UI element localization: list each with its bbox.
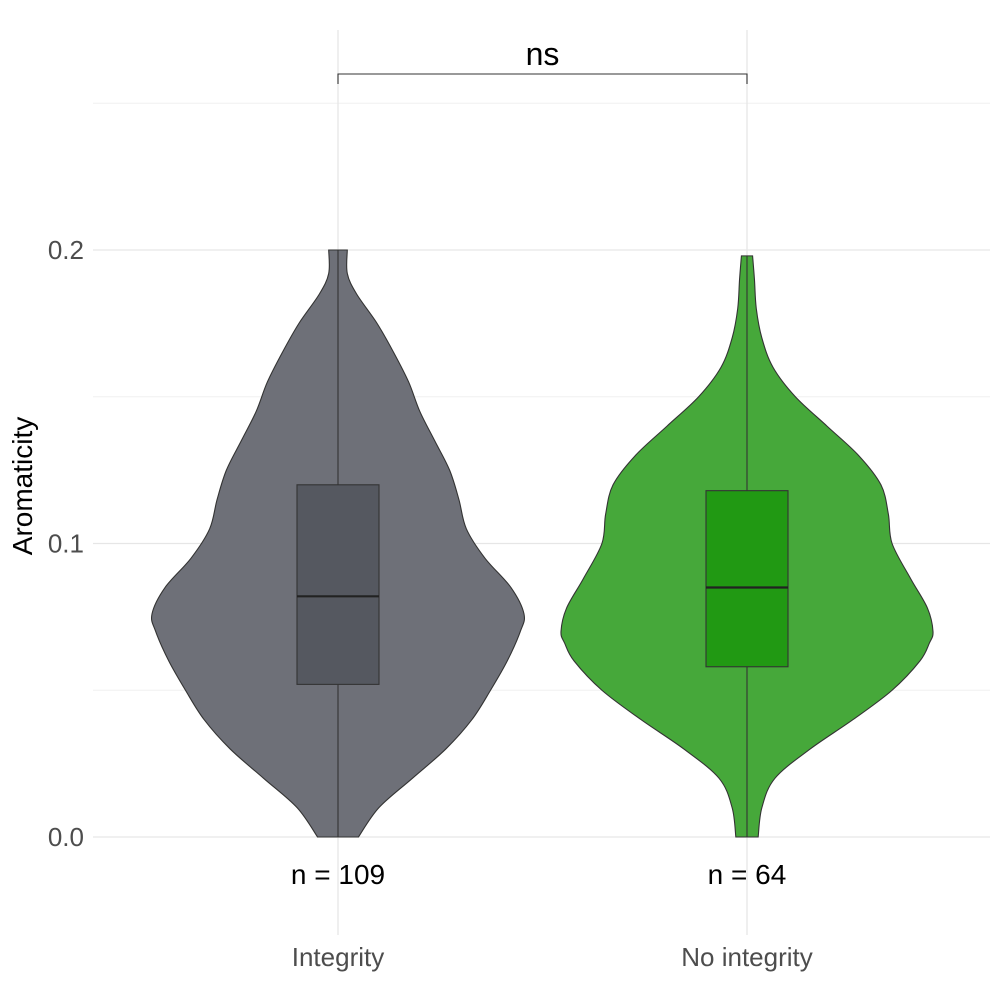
x-tick-label: Integrity bbox=[292, 942, 385, 972]
y-tick-label: 0.0 bbox=[48, 822, 84, 852]
significance-label: ns bbox=[526, 36, 560, 72]
y-axis-title: Aromaticity bbox=[7, 417, 38, 555]
n-count-label: n = 109 bbox=[291, 859, 385, 890]
y-tick-label: 0.2 bbox=[48, 235, 84, 265]
boxplots bbox=[296, 250, 789, 837]
y-tick-label: 0.1 bbox=[48, 529, 84, 559]
box-iqr bbox=[296, 484, 380, 685]
box-iqr bbox=[705, 490, 789, 668]
n-count-label: n = 64 bbox=[708, 859, 787, 890]
labels: 0.0 0.1 0.2 n = 109 Integrity n = 64 No integr… bbox=[48, 36, 813, 972]
significance-bracket bbox=[337, 73, 748, 84]
x-tick-label: No integrity bbox=[681, 942, 813, 972]
